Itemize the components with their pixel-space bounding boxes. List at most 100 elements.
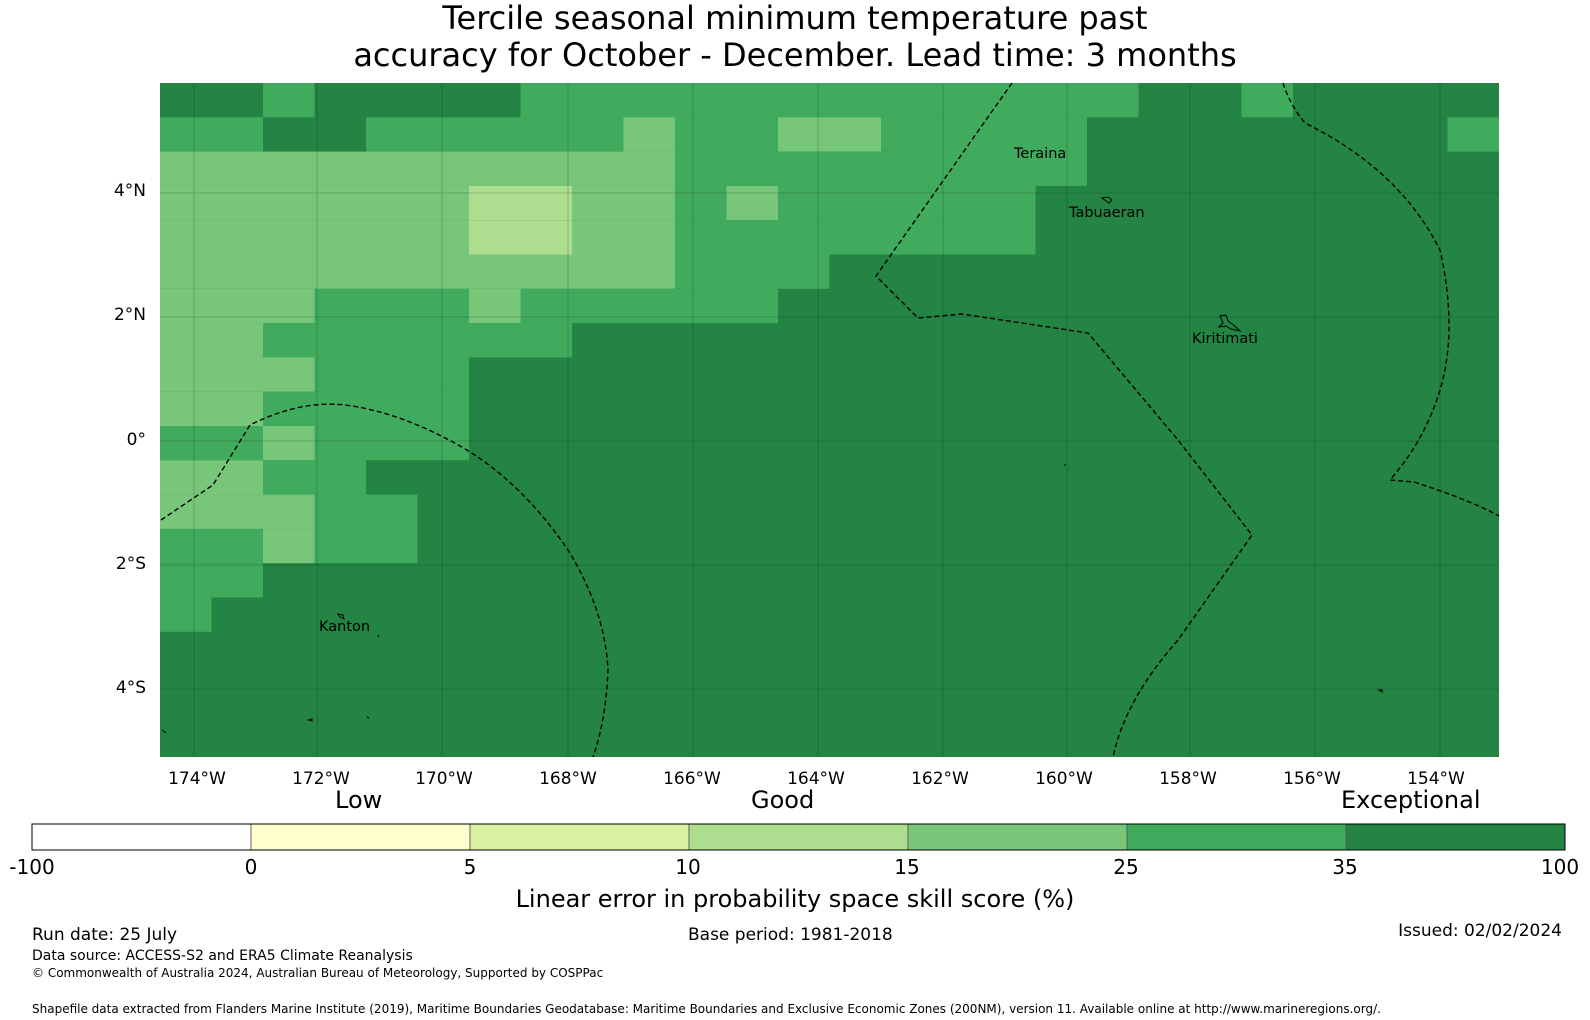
eez-boundary-line-islands-north [875,82,1253,758]
lat-label-4s: 4°S [115,678,146,698]
skill-region [160,83,263,118]
skill-region [932,220,1036,255]
islet-3 [366,716,370,719]
map-title-line2: accuracy for October - December. Lead ti… [353,36,1237,74]
skill-region [314,494,418,529]
lon-label-160w: 160°W [1035,769,1093,789]
islet-1 [377,634,380,638]
skill-region [211,563,263,598]
colorbar-segment [250,823,471,851]
skill-region [263,323,469,358]
legend-category-low: Low [335,786,383,814]
copyright-notice: © Commonwealth of Australia 2024, Austra… [32,966,604,980]
skill-region [160,185,469,221]
skill-region [160,254,469,289]
island-kanton [336,613,345,620]
colorbar-segment [907,823,1128,851]
island-kiritimati [1217,314,1242,332]
lon-label-174w: 174°W [168,769,226,789]
islet-6 [161,729,167,734]
skill-region [160,391,263,426]
islet-4 [1377,689,1383,693]
lon-label-168w: 168°W [539,769,597,789]
skill-region [160,220,469,255]
skill-region [469,323,572,358]
run-date: Run date: 25 July [32,925,178,945]
colorbar-tick-label: -100 [9,855,55,879]
skill-region [1293,83,1499,118]
skill-region [160,288,315,324]
lat-label-2n: 2°N [113,305,146,325]
skill-region [675,117,778,152]
islands [161,196,1383,734]
skill-region [520,83,1139,118]
legend-category-exceptional: Exceptional [1341,786,1481,814]
skill-region [160,323,263,358]
colorbar-segment [1345,823,1566,851]
lon-label-154w: 154°W [1407,769,1465,789]
colorbar-tick-label: 35 [1332,855,1358,879]
skill-region [778,117,881,152]
skill-region [675,254,830,289]
skill-region [314,83,521,118]
colorbar-title: Linear error in probability space skill … [515,885,1075,913]
colorbar-segment [31,823,252,851]
skill-region [623,117,675,152]
map-title-line1: Tercile seasonal minimum temperature pas… [442,0,1148,37]
skill-region [263,117,366,152]
colorbar-segment [688,823,909,851]
base-period: Base period: 1981-2018 [688,925,893,945]
lon-label-156w: 156°W [1283,769,1341,789]
skill-region [160,460,263,495]
data-source: Data source: ACCESS-S2 and ERA5 Climate … [32,948,413,964]
skill-region [314,528,418,564]
colorbar-tick-label: 25 [1113,855,1139,879]
skill-region [263,83,315,118]
skill-region [778,185,1036,221]
skill-region [469,288,521,324]
skill-region [366,117,624,152]
skill-region [263,528,315,564]
lon-label-164w: 164°W [787,769,845,789]
colorbar [31,823,1566,851]
colorbar-tick-label: 100 [1540,855,1580,879]
skill-region [469,220,572,255]
colorbar-tick-label: 10 [675,855,701,879]
skill-region [675,151,1087,186]
skill-region [263,391,469,426]
skill-region [160,494,315,529]
lat-label-2s: 2°S [115,554,146,574]
skill-region [314,357,469,392]
skill-region [1138,83,1242,118]
colorbar-segment [469,823,690,851]
skill-region [469,185,572,221]
colorbar-outline [31,823,1566,851]
skill-region [1447,117,1499,152]
lon-label-162w: 162°W [911,769,969,789]
skill-grid [160,83,1499,757]
skill-region [160,563,212,598]
lon-label-172w: 172°W [292,769,350,789]
place-tabuaeran: Tabuaeran [1069,205,1145,221]
place-kanton: Kanton [319,619,371,635]
skill-region [160,426,263,461]
lon-label-166w: 166°W [663,769,721,789]
lon-label-170w: 170°W [415,769,473,789]
skill-region [160,357,315,392]
skill-region [778,220,933,255]
skill-region [675,220,778,255]
legend-category-good: Good [751,786,815,814]
skill-region [469,254,675,289]
colorbar-segment [1126,823,1347,851]
lon-label-158w: 158°W [1159,769,1217,789]
eez-boundaries [160,82,1500,758]
colorbar-tick-label: 0 [244,855,258,879]
islet-2 [307,718,313,722]
skill-region [675,185,727,221]
skill-region [160,597,212,632]
eez-boundary-phoenix [160,403,609,758]
skill-region [160,151,675,186]
skill-region [160,117,263,152]
skill-region [1087,117,1448,152]
